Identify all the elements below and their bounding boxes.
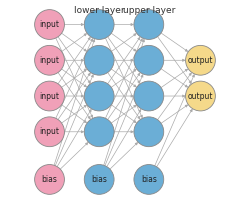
Text: input: input bbox=[40, 127, 60, 136]
Circle shape bbox=[134, 165, 164, 194]
Circle shape bbox=[134, 45, 164, 75]
Text: output: output bbox=[188, 56, 213, 65]
Text: output: output bbox=[188, 92, 213, 101]
Circle shape bbox=[84, 10, 114, 39]
Circle shape bbox=[134, 10, 164, 39]
Circle shape bbox=[186, 81, 215, 111]
Circle shape bbox=[84, 81, 114, 111]
Text: lower layer: lower layer bbox=[74, 6, 124, 15]
Circle shape bbox=[35, 117, 64, 147]
Circle shape bbox=[35, 165, 64, 194]
Text: bias: bias bbox=[141, 175, 157, 184]
Text: upper layer: upper layer bbox=[123, 6, 175, 15]
Circle shape bbox=[84, 45, 114, 75]
Text: input: input bbox=[40, 20, 60, 29]
Circle shape bbox=[35, 81, 64, 111]
Circle shape bbox=[186, 45, 215, 75]
Circle shape bbox=[35, 10, 64, 39]
Text: input: input bbox=[40, 56, 60, 65]
Circle shape bbox=[84, 165, 114, 194]
Circle shape bbox=[134, 81, 164, 111]
Text: bias: bias bbox=[42, 175, 58, 184]
Circle shape bbox=[84, 117, 114, 147]
Circle shape bbox=[35, 45, 64, 75]
Text: input: input bbox=[40, 92, 60, 101]
Circle shape bbox=[134, 117, 164, 147]
Text: bias: bias bbox=[91, 175, 107, 184]
